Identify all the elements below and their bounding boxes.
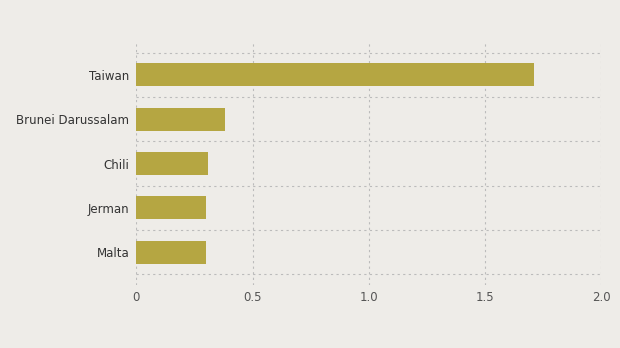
Bar	[136, 63, 534, 87]
Bar	[136, 152, 208, 175]
Bar	[136, 196, 206, 219]
Bar	[136, 108, 224, 131]
Bar	[136, 240, 206, 264]
